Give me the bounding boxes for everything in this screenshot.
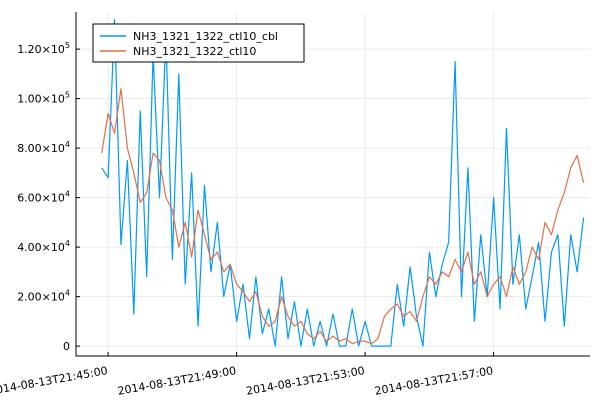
legend: NH3_1321_1322_ctl10_cbl NH3_1321_1322_ct… — [92, 23, 305, 63]
y-tick-label: 4.00×104 — [17, 239, 70, 254]
series-line-0 — [101, 18, 585, 347]
axes — [75, 12, 590, 357]
series-lines — [101, 18, 585, 347]
legend-label-ctl10: NH3_1321_1322_ctl10 — [133, 45, 256, 58]
y-tick-label: 6.00×104 — [17, 190, 70, 205]
gridlines — [76, 12, 590, 356]
legend-box — [92, 23, 305, 63]
legend-label-cbl: NH3_1321_1322_ctl10_cbl — [133, 30, 278, 43]
y-tick-label: 1.00×105 — [17, 91, 70, 106]
y-tick-label: 1.20×105 — [17, 41, 70, 56]
y-tick-label: 0 — [63, 340, 70, 353]
y-tick-label: 8.00×104 — [17, 140, 70, 155]
series-line-1 — [101, 88, 585, 345]
y-tick-label: 2.00×104 — [17, 289, 70, 304]
